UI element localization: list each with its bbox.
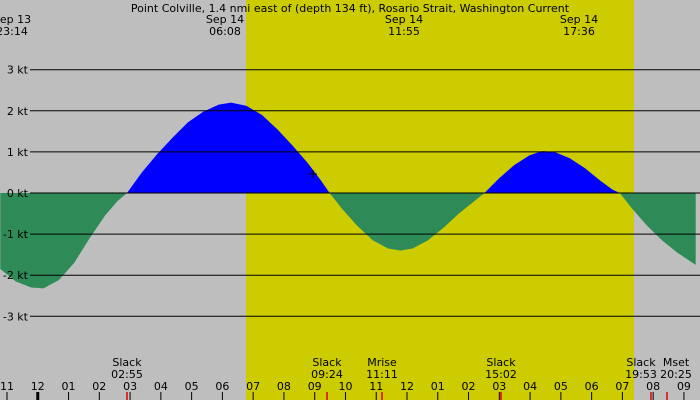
top-label-time: 23:14 — [0, 25, 28, 38]
hour-tick-label: 03 — [492, 380, 506, 393]
event-time: 11:11 — [366, 368, 398, 381]
hour-tick-label: 07 — [246, 380, 260, 393]
event-time: 19:53 — [625, 368, 657, 381]
top-label-time: 17:36 — [563, 25, 595, 38]
hour-tick-label: 03 — [123, 380, 137, 393]
flood-area-3 — [484, 151, 620, 193]
ebb-area-2 — [329, 193, 485, 251]
hour-tick-label: 09 — [677, 380, 691, 393]
flood-area-1 — [127, 102, 330, 193]
hour-tick-label: 04 — [523, 380, 537, 393]
hour-tick-label: 01 — [62, 380, 76, 393]
current-areas — [0, 102, 696, 289]
hour-tick-label: 05 — [554, 380, 568, 393]
hour-tick-label: 09 — [308, 380, 322, 393]
event-name: Slack — [312, 356, 342, 369]
hour-tick-label: 10 — [338, 380, 352, 393]
hour-tick-label: 07 — [615, 380, 629, 393]
y-tick-label: -3 kt — [3, 310, 29, 323]
hour-tick-label: 12 — [400, 380, 414, 393]
event-name: Mset — [663, 356, 690, 369]
event-name: Slack — [626, 356, 656, 369]
chart-title: Point Colville, 1.4 nmi east of (depth 1… — [131, 2, 570, 15]
event-name: Slack — [112, 356, 142, 369]
event-name: Slack — [486, 356, 516, 369]
cursor-crosshair: + — [308, 167, 318, 181]
y-tick-label: -2 kt — [3, 269, 29, 282]
top-label-date: Sep 14 — [206, 13, 244, 26]
hour-tick-label: 11 — [369, 380, 383, 393]
hour-tick-label: 06 — [215, 380, 229, 393]
y-tick-label: -1 kt — [3, 228, 29, 241]
hour-tick-label: 08 — [646, 380, 660, 393]
event-time: 09:24 — [311, 368, 343, 381]
hour-tick-label: 02 — [92, 380, 106, 393]
event-name: Mrise — [367, 356, 397, 369]
hour-tick-label: 11 — [0, 380, 14, 393]
y-tick-label: 3 kt — [7, 64, 29, 77]
hour-tick-label: 04 — [154, 380, 168, 393]
ebb-area-0 — [0, 193, 127, 289]
top-label-time: 11:55 — [388, 25, 420, 38]
y-axis-labels: 3 kt 2 kt 1 kt 0 kt -1 kt -2 kt -3 kt — [3, 64, 29, 324]
y-tick-label: 2 kt — [7, 105, 29, 118]
hour-tick-label: 12 — [31, 380, 45, 393]
top-label-date: Sep 14 — [560, 13, 598, 26]
ebb-area-4 — [619, 193, 696, 265]
bottom-event-labels: Slack02:55Slack09:24Mrise11:11Slack15:02… — [111, 356, 692, 381]
event-markers — [126, 392, 668, 400]
top-label-time: 06:08 — [209, 25, 241, 38]
y-tick-label: 1 kt — [7, 146, 29, 159]
gridlines — [30, 69, 700, 317]
event-time: 15:02 — [485, 368, 517, 381]
hour-ticks: 11 12 01 02 03 04 05 06 07 08 09 10 11 12 01 02 03 04 05 06… — [0, 380, 691, 400]
hour-tick-label: 05 — [185, 380, 199, 393]
event-time: 02:55 — [111, 368, 143, 381]
hour-tick-label: 06 — [585, 380, 599, 393]
y-tick-label: 0 kt — [7, 187, 29, 200]
top-label-date: Sep 14 — [385, 13, 423, 26]
event-time: 20:25 — [660, 368, 692, 381]
hour-tick-label: 02 — [462, 380, 476, 393]
top-label-date: Sep 13 — [0, 13, 31, 26]
hour-tick-label: 08 — [277, 380, 291, 393]
hour-tick-label: 01 — [431, 380, 445, 393]
